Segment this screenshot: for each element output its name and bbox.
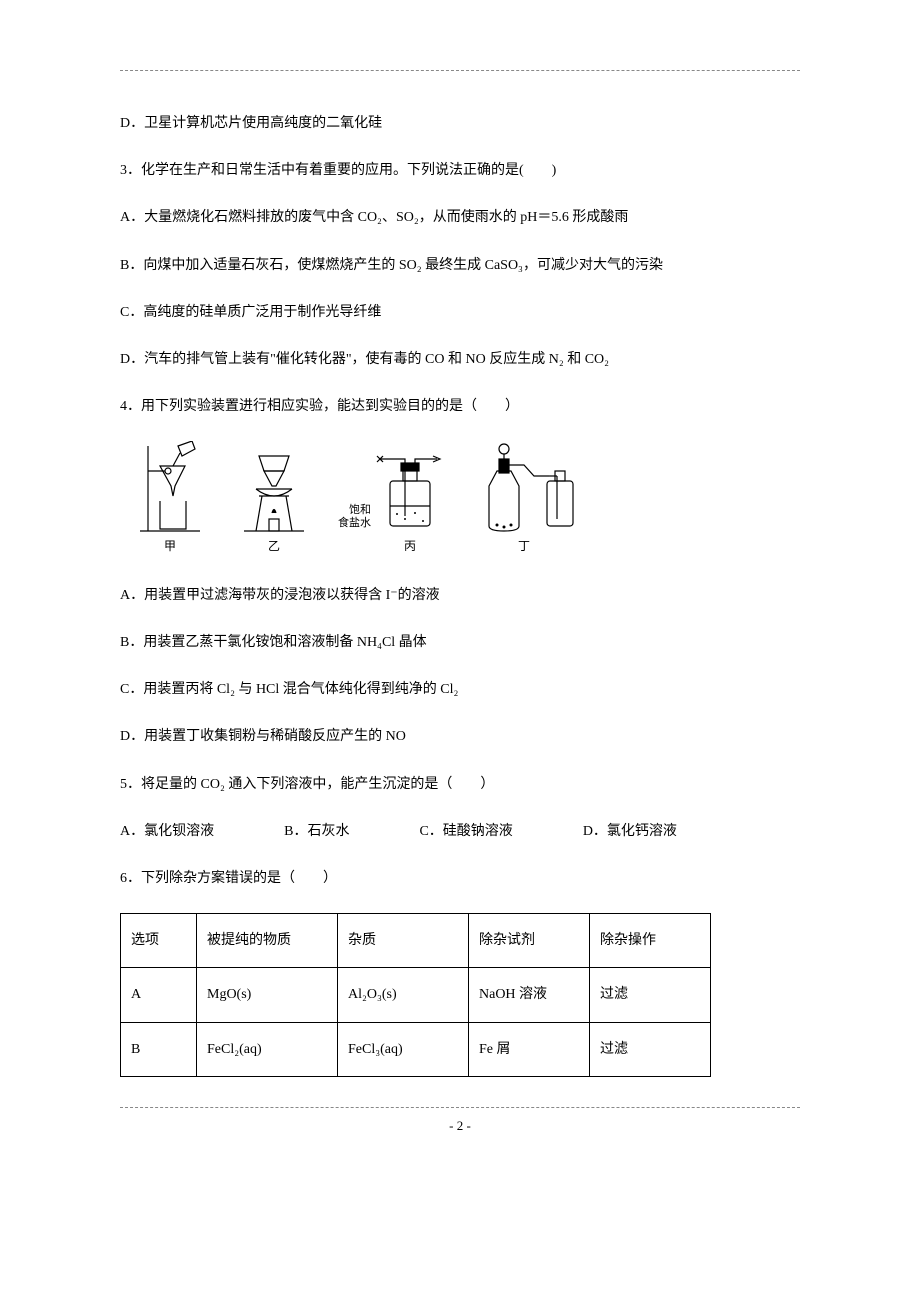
td: Fe 屑 [469, 1022, 590, 1076]
q4-figure-row: 甲 [120, 441, 800, 558]
q5-option-c: C．硅酸钠溶液 [419, 819, 512, 844]
figure-bing-side-label: 饱和 食盐水 [338, 504, 371, 558]
bottom-divider [120, 1107, 800, 1108]
q5-options: A．氯化钡溶液 B．石灰水 C．硅酸钠溶液 D．氯化钙溶液 [120, 819, 800, 844]
td: FeCl₂(aq) [197, 1022, 338, 1076]
table-header-row: 选项 被提纯的物质 杂质 除杂试剂 除杂操作 [121, 914, 711, 968]
td: B [121, 1022, 197, 1076]
th-0: 选项 [121, 914, 197, 968]
th-4: 除杂操作 [590, 914, 711, 968]
q4-option-d: D．用装置丁收集铜粉与稀硝酸反应产生的 NO [120, 724, 800, 749]
td: 过滤 [590, 968, 711, 1022]
q6-table: 选项 被提纯的物质 杂质 除杂试剂 除杂操作 A MgO(s) Al₂O₃(s)… [120, 913, 711, 1077]
q5-stem: 5．将足量的 CO₂ 通入下列溶液中，能产生沉淀的是（ ） [120, 772, 800, 797]
td: A [121, 968, 197, 1022]
figure-jia-label: 甲 [164, 536, 176, 558]
q3-option-c: C．高纯度的硅单质广泛用于制作光导纤维 [120, 300, 800, 325]
q2-option-d: D．卫星计算机芯片使用高纯度的二氧化硅 [120, 111, 800, 136]
q4-option-c: C．用装置丙将 Cl₂ 与 HCl 混合气体纯化得到纯净的 Cl₂ [120, 677, 800, 702]
table-row: A MgO(s) Al₂O₃(s) NaOH 溶液 过滤 [121, 968, 711, 1022]
td: FeCl₃(aq) [338, 1022, 469, 1076]
th-3: 除杂试剂 [469, 914, 590, 968]
q3-option-d: D．汽车的排气管上装有"催化转化器"，使有毒的 CO 和 NO 反应生成 N₂ … [120, 347, 800, 372]
q4-option-a: A．用装置甲过滤海带灰的浸泡液以获得含 I⁻的溶液 [120, 583, 800, 608]
th-2: 杂质 [338, 914, 469, 968]
apparatus-filter-icon [130, 441, 210, 536]
apparatus-evaporation-icon [234, 441, 314, 536]
top-divider [120, 70, 800, 71]
q5-option-b: B．石灰水 [284, 819, 349, 844]
figure-yi: 乙 [234, 441, 314, 558]
figure-yi-label: 乙 [268, 536, 280, 558]
q4-stem: 4．用下列实验装置进行相应实验，能达到实验目的的是（ ） [120, 394, 800, 419]
figure-ding-label: 丁 [518, 536, 530, 558]
td: Al₂O₃(s) [338, 968, 469, 1022]
page-number: - 2 - [120, 1114, 800, 1137]
apparatus-gas-collect-icon [469, 441, 579, 536]
table-row: B FeCl₂(aq) FeCl₃(aq) Fe 屑 过滤 [121, 1022, 711, 1076]
th-1: 被提纯的物质 [197, 914, 338, 968]
td: NaOH 溶液 [469, 968, 590, 1022]
q3-stem: 3．化学在生产和日常生活中有着重要的应用。下列说法正确的是( ) [120, 158, 800, 183]
apparatus-gas-wash-icon [375, 441, 445, 536]
q3-option-b: B．向煤中加入适量石灰石，使煤燃烧产生的 SO₂ 最终生成 CaSO₃，可减少对… [120, 253, 800, 278]
figure-bing: 饱和 食盐水 [338, 441, 445, 558]
q6-stem: 6．下列除杂方案错误的是（ ） [120, 866, 800, 891]
q5-option-d: D．氯化钙溶液 [583, 819, 677, 844]
figure-ding: 丁 [469, 441, 579, 558]
figure-jia: 甲 [130, 441, 210, 558]
td: MgO(s) [197, 968, 338, 1022]
q4-option-b: B．用装置乙蒸干氯化铵饱和溶液制备 NH₄Cl 晶体 [120, 630, 800, 655]
figure-bing-label: 丙 [404, 536, 416, 558]
q5-option-a: A．氯化钡溶液 [120, 819, 214, 844]
td: 过滤 [590, 1022, 711, 1076]
q3-option-a: A．大量燃烧化石燃料排放的废气中含 CO₂、SO₂，从而使雨水的 pH＝5.6 … [120, 205, 800, 230]
page-container: D．卫星计算机芯片使用高纯度的二氧化硅 3．化学在生产和日常生活中有着重要的应用… [0, 0, 920, 1177]
